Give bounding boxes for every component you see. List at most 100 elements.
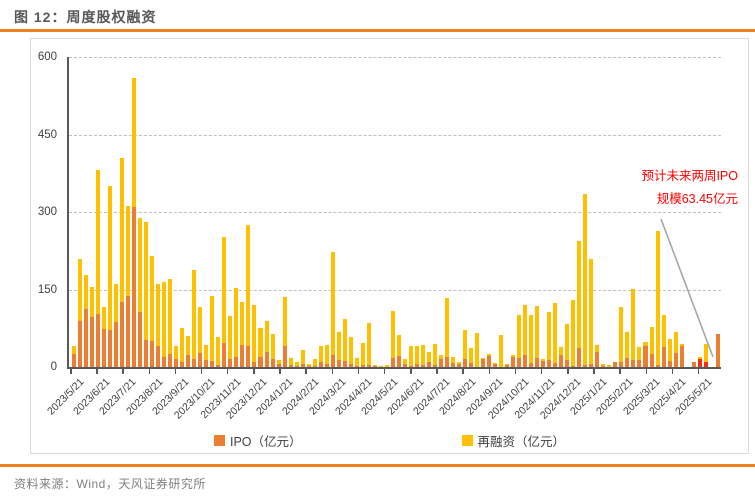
bar-week-51 (378, 57, 383, 367)
refinance-segment (258, 328, 263, 358)
refinance-segment (571, 300, 576, 366)
bar-week-64 (457, 57, 462, 367)
forecast-annotation-line2: 规模63.45亿元 (656, 191, 738, 206)
bar-week-31 (258, 57, 263, 367)
y-tick-label-450: 450 (37, 128, 57, 141)
ipo-segment (463, 358, 468, 367)
refinance-segment (499, 334, 504, 367)
ipo-segment (438, 358, 443, 367)
bar-week-30 (252, 57, 257, 367)
ipo-segment (210, 361, 215, 367)
bar-week-93 (631, 57, 636, 367)
bar-week-97 (655, 57, 660, 367)
ipo-segment (306, 365, 311, 367)
refinance-segment (553, 302, 558, 363)
forecast-ipo-segment (715, 334, 720, 367)
bar-week-75 (523, 57, 528, 367)
bar-week-12 (144, 57, 149, 367)
bar-week-96 (649, 57, 654, 367)
bar-week-18 (180, 57, 185, 367)
bar-week-48 (360, 57, 365, 367)
x-tick-9 (305, 369, 307, 374)
bar-week-55 (402, 57, 407, 367)
refinance-segment (505, 363, 510, 365)
bar-week-59 (426, 57, 431, 367)
ipo-segment (613, 361, 618, 367)
ipo-segment (174, 359, 179, 367)
ipo-segment (186, 355, 191, 367)
legend-item-ipo: IPO（亿元） (213, 431, 302, 450)
refinance-segment (240, 301, 245, 346)
ipo-segment (102, 329, 107, 367)
ipo-segment (204, 360, 209, 367)
refinance-segment (595, 345, 600, 352)
bar-week-44 (336, 57, 341, 367)
forecast-annotation: 预计未来两周IPO 规模63.45亿元 (641, 165, 738, 210)
x-tick-21 (619, 369, 621, 374)
top-accent-rule (0, 29, 755, 32)
bar-week-87 (595, 57, 600, 367)
ipo-segment (72, 354, 77, 367)
x-tick-7 (253, 369, 255, 374)
ipo-segment (697, 358, 702, 367)
ipo-segment (661, 346, 666, 367)
refinance-segment (426, 352, 431, 362)
bar-week-5 (102, 57, 107, 367)
bar-week-40 (312, 57, 317, 367)
refinance-segment (589, 258, 594, 365)
bar-week-10 (132, 57, 137, 367)
ipo-segment (246, 345, 251, 367)
x-tick-11 (357, 369, 360, 374)
bar-week-33 (270, 57, 275, 367)
refinance-segment (450, 357, 455, 363)
refinance-segment (216, 336, 221, 366)
ipo-segment (565, 359, 570, 367)
ipo-segment (234, 357, 239, 367)
refinance-segment (228, 316, 233, 359)
ipo-segment (589, 364, 594, 367)
bar-week-3 (90, 57, 95, 367)
refinance-segment (108, 185, 113, 331)
bar-week-24 (216, 57, 221, 367)
refinance-segment (414, 346, 419, 364)
bar-week-85 (583, 57, 588, 367)
chart-area: 0 150 300 450 600 预计未来两周IPO 规模63.45亿元 2023/5… (30, 38, 749, 454)
refinance-segment (559, 346, 564, 356)
refinance-segment (366, 323, 371, 366)
bar-week-66 (469, 57, 474, 367)
bar-week-77 (535, 57, 540, 367)
bar-week-103 (691, 57, 696, 367)
ipo-segment (553, 362, 558, 367)
ipo-color-swatch-icon (213, 435, 225, 446)
bar-week-20 (192, 57, 197, 367)
refinance-segment (703, 344, 708, 363)
forecast-annotation-line1: 预计未来两周IPO (641, 169, 738, 183)
ipo-segment (505, 364, 510, 367)
ipo-segment (198, 352, 203, 367)
refinance-segment (252, 305, 257, 362)
bar-week-67 (475, 57, 480, 367)
refinance-segment (535, 306, 540, 359)
ipo-segment (168, 354, 173, 367)
ipo-segment (270, 358, 275, 367)
refinance-segment (487, 353, 492, 357)
bar-week-11 (138, 57, 143, 367)
x-tick-6 (226, 369, 229, 374)
ipo-segment (252, 361, 257, 367)
ipo-segment (583, 365, 588, 367)
refinance-segment (72, 346, 77, 355)
refinance-segment (511, 355, 516, 358)
bar-week-46 (348, 57, 353, 367)
bar-week-94 (637, 57, 642, 367)
bar-week-57 (414, 57, 419, 367)
ipo-segment (691, 362, 696, 367)
ipo-segment (78, 320, 83, 367)
x-tick-13 (410, 369, 412, 374)
refinance-segment (601, 364, 606, 366)
bar-week-13 (150, 57, 155, 367)
refinance-segment (583, 193, 588, 366)
bar-week-56 (408, 57, 413, 367)
refinance-segment (78, 258, 83, 321)
x-tick-4 (174, 369, 177, 374)
refinance-segment (372, 365, 377, 367)
